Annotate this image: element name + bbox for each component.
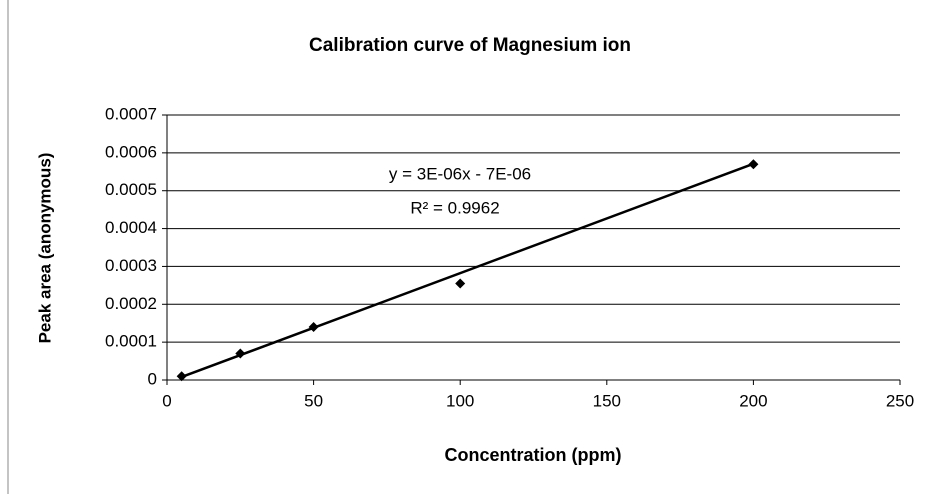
y-tick-label: 0.0004 bbox=[105, 218, 157, 237]
y-tick-label: 0.0002 bbox=[105, 294, 157, 313]
x-tick-label: 150 bbox=[593, 391, 621, 410]
data-point bbox=[176, 371, 187, 382]
y-axis-label: Peak area (anonymous) bbox=[35, 153, 54, 344]
x-axis-label: Concentration (ppm) bbox=[445, 445, 622, 465]
r-squared: R² = 0.9962 bbox=[410, 198, 499, 217]
y-tick-label: 0.0007 bbox=[105, 104, 157, 123]
y-tick-label: 0.0001 bbox=[105, 332, 157, 351]
data-point bbox=[235, 348, 246, 359]
x-tick-label: 250 bbox=[886, 391, 914, 410]
x-tick-label: 50 bbox=[304, 391, 323, 410]
y-tick-label: 0.0003 bbox=[105, 256, 157, 275]
trendline-equation: y = 3E-06x - 7E-06 bbox=[389, 164, 531, 183]
chart-title: Calibration curve of Magnesium ion bbox=[309, 35, 631, 56]
data-point bbox=[308, 322, 319, 332]
y-tick-label: 0 bbox=[148, 369, 157, 388]
x-tick-label: 200 bbox=[739, 391, 767, 410]
y-tick-label: 0.0006 bbox=[105, 142, 157, 161]
x-tick-label: 100 bbox=[446, 391, 474, 410]
x-tick-label: 0 bbox=[162, 391, 171, 410]
data-point bbox=[455, 278, 466, 289]
data-point bbox=[748, 159, 759, 170]
y-tick-label: 0.0005 bbox=[105, 180, 157, 199]
trendline bbox=[181, 162, 754, 379]
